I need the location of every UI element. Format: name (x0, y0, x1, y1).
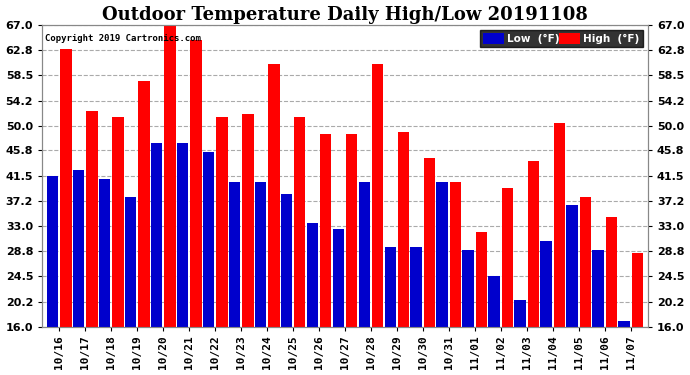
Bar (177, 143, 188, 327)
Bar (86, 111, 97, 327)
Bar (281, 194, 293, 327)
Bar (150, 143, 162, 327)
Bar (475, 232, 487, 327)
Bar (437, 182, 448, 327)
Bar (138, 81, 150, 327)
Bar (515, 300, 526, 327)
Title: Outdoor Temperature Daily High/Low 20191108: Outdoor Temperature Daily High/Low 20191… (102, 6, 588, 24)
Bar (228, 182, 240, 327)
Bar (125, 196, 137, 327)
Bar (618, 321, 630, 327)
Bar (294, 117, 306, 327)
Bar (60, 49, 72, 327)
Bar (333, 229, 344, 327)
Bar (372, 63, 384, 327)
Bar (489, 276, 500, 327)
Bar (502, 188, 513, 327)
Bar (580, 196, 591, 327)
Bar (424, 158, 435, 327)
Bar (99, 179, 110, 327)
Bar (72, 170, 84, 327)
Bar (203, 152, 215, 327)
Bar (306, 223, 318, 327)
Bar (593, 250, 604, 327)
Bar (319, 135, 331, 327)
Bar (384, 247, 396, 327)
Bar (346, 135, 357, 327)
Bar (606, 217, 618, 327)
Bar (241, 114, 253, 327)
Bar (190, 40, 201, 327)
Bar (450, 182, 462, 327)
Bar (566, 206, 578, 327)
Bar (164, 22, 175, 327)
Bar (255, 182, 266, 327)
Bar (540, 241, 552, 327)
Bar (112, 117, 124, 327)
Bar (397, 132, 409, 327)
Bar (411, 247, 422, 327)
Bar (462, 250, 474, 327)
Bar (216, 117, 228, 327)
Text: Copyright 2019 Cartronics.com: Copyright 2019 Cartronics.com (46, 34, 201, 43)
Bar (47, 176, 59, 327)
Bar (359, 182, 371, 327)
Bar (268, 63, 279, 327)
Bar (528, 161, 540, 327)
Bar (631, 253, 643, 327)
Legend: Low  (°F), High  (°F): Low (°F), High (°F) (480, 30, 642, 47)
Bar (553, 123, 565, 327)
